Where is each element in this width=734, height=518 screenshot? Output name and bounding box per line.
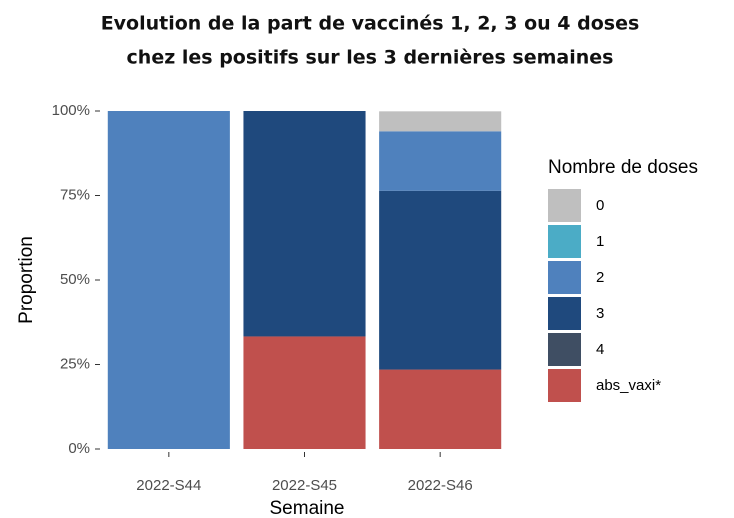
legend-title: Nombre de doses <box>548 157 698 178</box>
y-tick-label: 50% <box>60 271 90 288</box>
y-tick-label: 25% <box>60 355 90 372</box>
legend-label: 2 <box>596 269 604 286</box>
chart-title: chez les positifs sur les 3 dernières se… <box>127 47 614 69</box>
legend-label: 4 <box>596 341 604 358</box>
chart-title: Evolution de la part de vaccinés 1, 2, 3… <box>101 13 640 35</box>
bar-segment <box>379 111 502 132</box>
legend-label: abs_vaxi* <box>596 377 661 394</box>
bar-segment <box>107 111 230 449</box>
y-tick-label: 100% <box>52 102 90 119</box>
legend-label: 1 <box>596 233 604 250</box>
legend-swatch <box>548 297 581 330</box>
legend-label: 0 <box>596 197 604 214</box>
y-tick-label: 0% <box>68 440 90 457</box>
y-axis-title: Proportion <box>16 236 37 324</box>
x-tick-label: 2022-S44 <box>136 477 201 494</box>
legend-swatch <box>548 369 581 402</box>
legend-swatch <box>548 225 581 258</box>
bar-segment <box>379 131 502 191</box>
legend-swatch <box>548 333 581 366</box>
bar-segment <box>379 369 502 449</box>
x-axis-title: Semaine <box>270 498 345 518</box>
x-tick-label: 2022-S45 <box>272 477 337 494</box>
legend-swatch <box>548 261 581 294</box>
x-tick-label: 2022-S46 <box>408 477 473 494</box>
bar-segment <box>243 111 366 337</box>
legend-swatch <box>548 189 581 222</box>
y-tick-label: 75% <box>60 186 90 203</box>
bar-segment <box>243 336 366 449</box>
bar-segment <box>379 190 502 370</box>
legend-label: 3 <box>596 305 604 322</box>
